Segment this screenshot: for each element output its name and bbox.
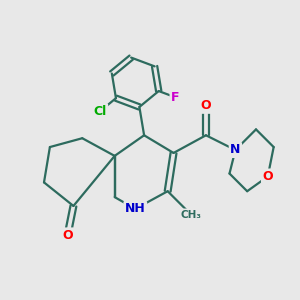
Text: Cl: Cl: [93, 105, 107, 118]
Text: O: O: [62, 229, 73, 242]
Text: F: F: [171, 91, 179, 104]
Text: N: N: [230, 143, 241, 157]
Text: O: O: [201, 99, 211, 112]
Text: NH: NH: [125, 202, 146, 215]
Text: CH₃: CH₃: [181, 210, 202, 220]
Text: O: O: [262, 170, 273, 183]
